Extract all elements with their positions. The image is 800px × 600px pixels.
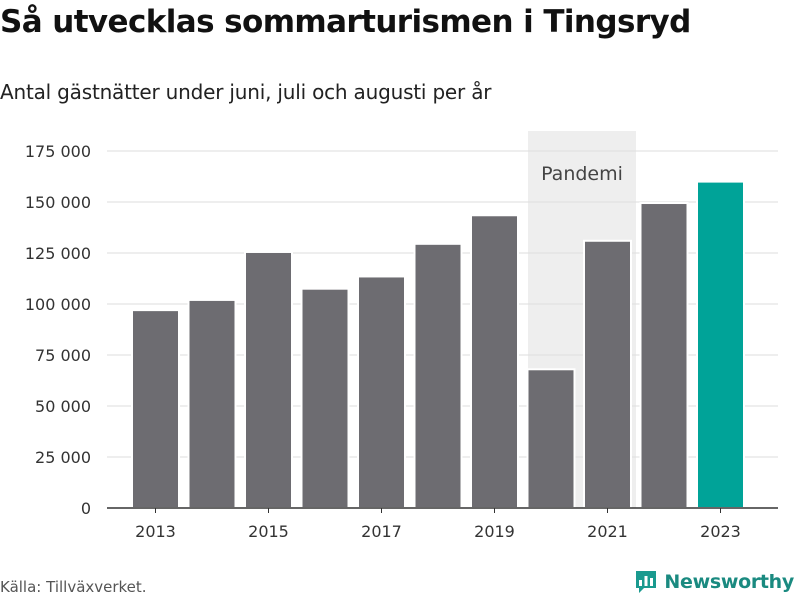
x-tick-label: 2015 [248,522,289,541]
chart-subtitle: Antal gästnätter under juni, juli och au… [0,80,492,104]
chart-title: Så utvecklas sommarturismen i Tingsryd [0,4,691,40]
bar-2014 [187,298,237,510]
bar-chart-logo-icon [636,571,657,593]
bar-2015 [244,250,293,509]
bar-2023 [696,180,745,509]
y-tick-label: 25 000 [35,448,91,467]
bar-2022 [639,202,689,510]
y-tick-label: 125 000 [25,244,91,263]
pandemic-label: Pandemi [541,163,623,185]
y-tick-label: 75 000 [35,346,91,365]
y-tick-label: 150 000 [25,193,91,212]
bar-chart: Pandemi 0 25 000 50 000 75 000 100 000 125 00… [25,131,778,541]
brand-logo: Newsworthy [634,569,794,595]
bar-2020 [526,368,576,509]
x-tick-label: 2021 [587,522,628,541]
y-tick-label: 100 000 [25,295,91,314]
x-tick-label: 2013 [135,522,176,541]
brand-name: Newsworthy [664,571,794,593]
bar-2021 [583,239,632,509]
bar-2018 [413,242,463,509]
x-tick-label: 2023 [700,522,741,541]
bar-2017 [357,275,406,509]
y-tick-label: 175 000 [25,142,91,161]
x-tick-label: 2019 [474,522,515,541]
x-tick-label: 2017 [361,522,402,541]
source-note: Källa: Tillväxverket. [0,578,147,596]
bar-2016 [300,287,350,510]
bar-2019 [470,214,519,509]
bar-2013 [131,309,180,509]
y-tick-label: 50 000 [35,397,91,416]
y-tick-label: 0 [81,499,91,518]
